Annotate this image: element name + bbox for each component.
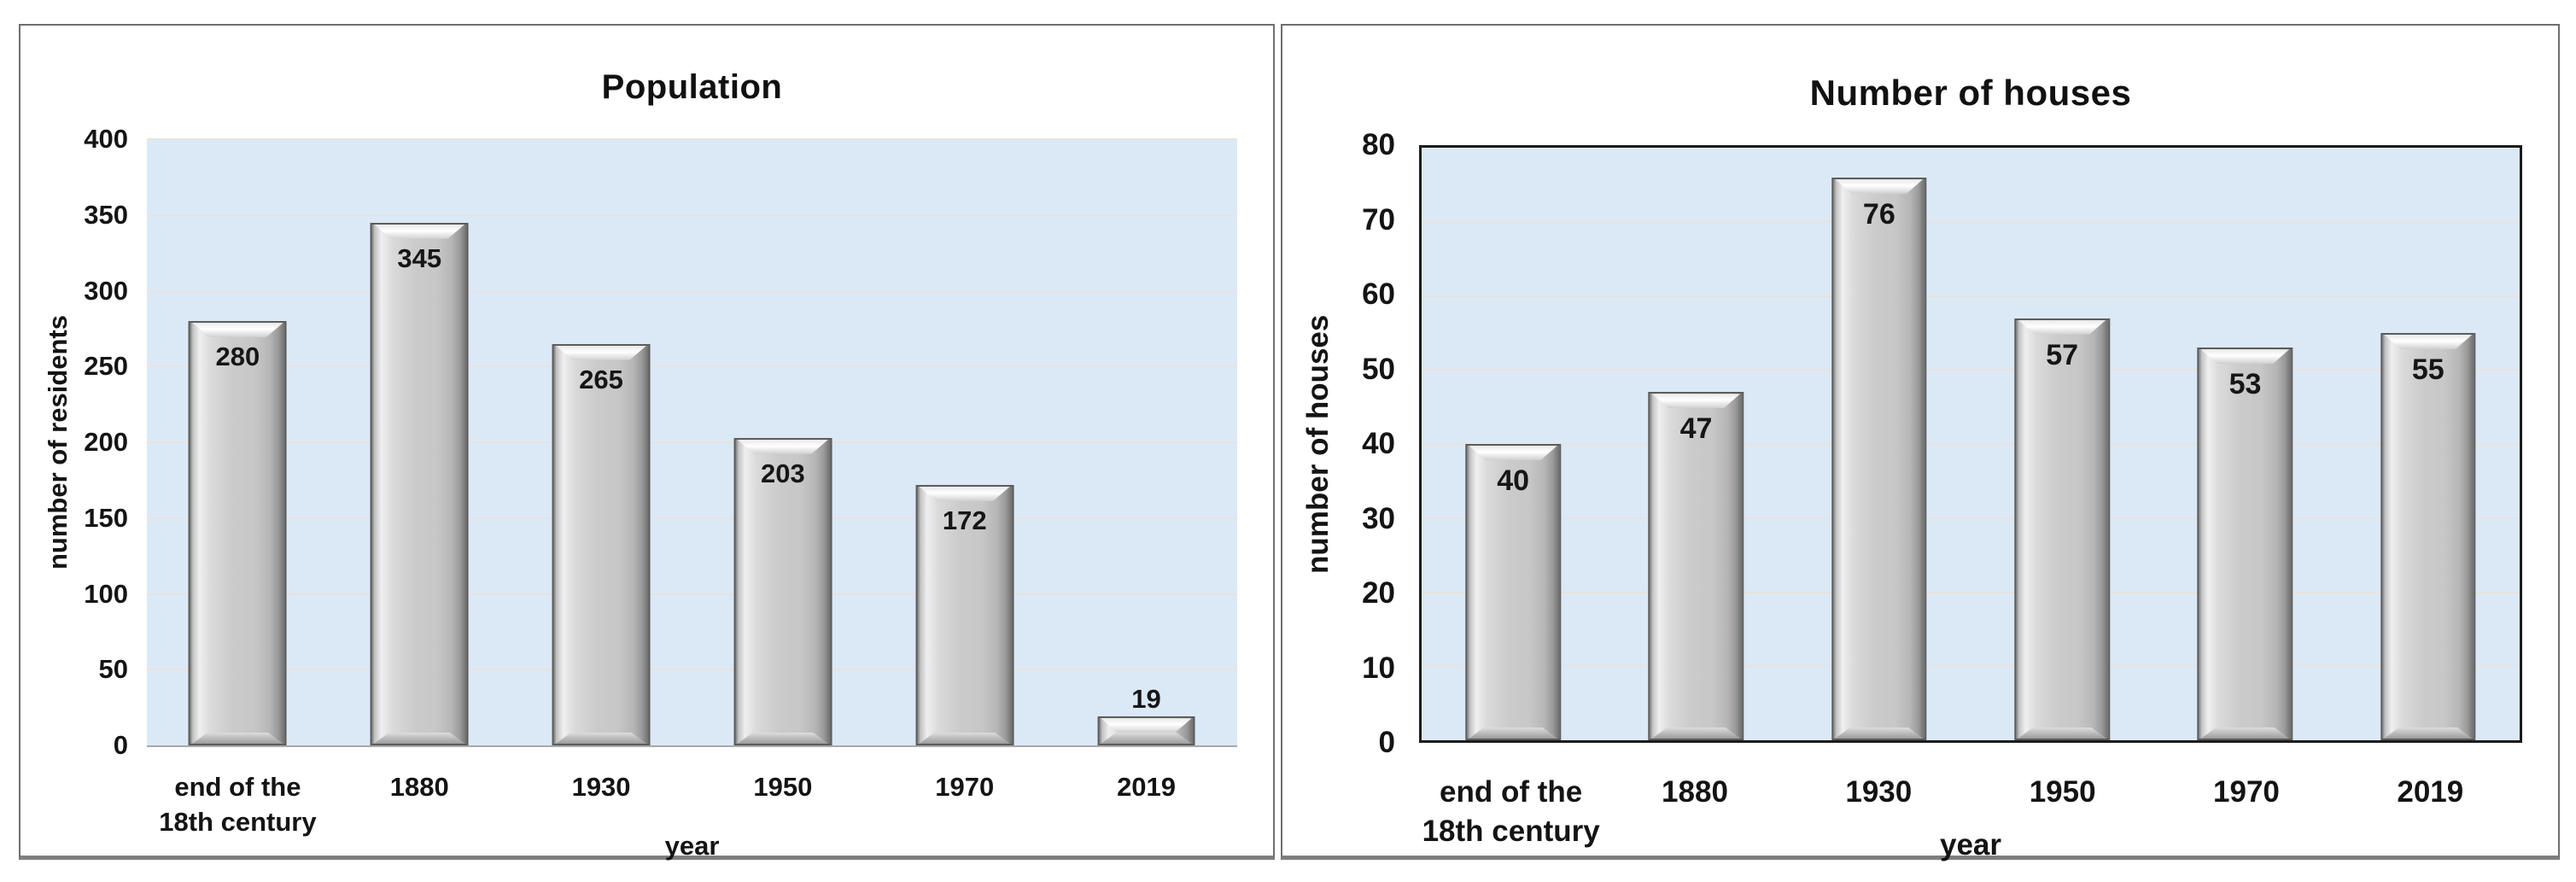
bar-data-label: 265 <box>579 364 623 394</box>
bar-data-label: 345 <box>397 242 442 273</box>
y-tick-label: 30 <box>1362 501 1395 535</box>
bar-slot: 172 <box>873 139 1055 745</box>
y-tick-label: 300 <box>84 275 128 306</box>
bars-row: 40 47 76 57 53 55 <box>1422 148 2520 740</box>
gridline <box>1422 443 2520 445</box>
x-axis-labels: end of the 18th century 1880 1930 1950 1970 2… <box>1419 773 2522 851</box>
bar-data-label: 55 <box>2411 353 2445 386</box>
bars-row: 280 345 265 203 172 19 <box>147 139 1237 745</box>
y-tick-label: 250 <box>84 351 128 382</box>
bar-data-label: 203 <box>761 458 805 488</box>
plot-area: 280 345 265 203 172 19 <box>147 138 1237 747</box>
x-category-label: 1970 <box>2213 775 2280 809</box>
gridline <box>147 289 1237 292</box>
bar-data-label: 40 <box>1497 464 1530 497</box>
y-tick-label: 400 <box>84 124 128 154</box>
y-tick-label: 70 <box>1362 202 1395 237</box>
gridline <box>147 213 1237 216</box>
bar-1930: 265 <box>552 343 651 745</box>
chart-title: Number of houses <box>1809 73 2132 113</box>
bar-data-label: 47 <box>1679 412 1713 446</box>
bar-1880: 345 <box>370 222 469 745</box>
gridline <box>147 441 1237 443</box>
bar-data-label: 172 <box>942 505 987 535</box>
y-tick-label: 350 <box>84 199 128 230</box>
bar-slot: 345 <box>329 139 511 745</box>
bar-slot: 76 <box>1788 148 1971 740</box>
y-tick-label: 150 <box>84 502 128 533</box>
bar-slot: 47 <box>1604 148 1787 740</box>
bar-slot: 280 <box>147 139 329 745</box>
gridline <box>1422 517 2520 519</box>
bar-end-of-the-18th-century: 280 <box>188 321 287 745</box>
bar-slot: 203 <box>692 139 873 745</box>
population-chart-panel: Population number of residents 400 350 300… <box>19 24 1275 861</box>
y-axis-ticks: 400 350 300 250 200 150 100 50 0 <box>20 124 128 760</box>
bar-slot: 53 <box>2153 148 2336 740</box>
y-tick-label: 60 <box>1362 277 1395 311</box>
gridline <box>1422 591 2520 593</box>
x-category-label: 1970 <box>935 772 995 802</box>
bar-1970: 172 <box>915 484 1014 745</box>
plot-area: 40 47 76 57 53 55 <box>1419 145 2522 743</box>
x-category-label: 2019 <box>2397 775 2464 809</box>
x-category-label: 1950 <box>753 772 813 802</box>
x-category-label: 1880 <box>389 772 449 802</box>
gridline <box>1422 220 2520 223</box>
gridline <box>147 517 1237 519</box>
chart-title: Population <box>601 68 783 106</box>
bar-slot: 19 <box>1055 139 1237 745</box>
x-category-label: end of the 18th century <box>159 772 317 837</box>
gridline <box>147 365 1237 368</box>
y-tick-label: 40 <box>1362 427 1395 460</box>
bar-2019: 55 <box>2380 332 2476 740</box>
y-tick-label: 0 <box>1378 726 1395 759</box>
x-category-label: 1950 <box>2029 775 2096 809</box>
x-category-label: 1930 <box>1845 775 1913 809</box>
bar-1950: 203 <box>733 437 832 745</box>
x-category-label: 1930 <box>571 772 631 802</box>
y-tick-label: 200 <box>84 427 128 457</box>
y-tick-label: 80 <box>1362 128 1395 161</box>
y-axis-ticks: 80 70 60 50 40 30 20 10 0 <box>1282 128 1395 759</box>
gridline <box>147 593 1237 595</box>
x-category-label: 1880 <box>1662 775 1728 809</box>
bar-2019: 19 <box>1097 684 1196 745</box>
bar-data-label: 76 <box>1862 197 1895 231</box>
bar-end-of-the-18th-century: 40 <box>1465 444 1561 740</box>
y-tick-label: 10 <box>1362 651 1395 685</box>
x-axis-labels: end of the 18th century 1880 1930 1950 1970 2… <box>147 770 1237 840</box>
x-axis-title: year <box>664 831 720 861</box>
gridline <box>1422 369 2520 371</box>
bar-1950: 57 <box>2014 318 2110 740</box>
gridline <box>1422 665 2520 668</box>
bar-1880: 47 <box>1648 392 1744 740</box>
bar-data-label: 280 <box>215 342 260 371</box>
bar-data-label: 53 <box>2228 368 2262 401</box>
bar-slot: 57 <box>1971 148 2153 740</box>
bar-1930: 76 <box>1831 177 1927 740</box>
bar-1970: 53 <box>2197 348 2293 740</box>
y-tick-label: 20 <box>1362 576 1395 610</box>
y-tick-label: 50 <box>1362 352 1395 386</box>
bar-slot: 55 <box>2337 148 2520 740</box>
y-tick-label: 0 <box>113 730 128 760</box>
y-tick-label: 100 <box>84 578 128 609</box>
x-category-label: 2019 <box>1117 772 1177 802</box>
gridline <box>1422 295 2520 297</box>
bar-slot: 265 <box>511 139 692 745</box>
bar-data-label: 57 <box>2046 338 2079 371</box>
x-category-label: end of the 18th century <box>1422 775 1600 849</box>
gridline <box>147 138 1237 140</box>
gridline <box>147 669 1237 671</box>
bar-data-label: 19 <box>1131 684 1161 715</box>
houses-chart-panel: Number of houses number of houses 80 70 60… <box>1281 24 2560 862</box>
y-tick-label: 50 <box>98 654 128 685</box>
bar-slot: 40 <box>1422 148 1604 740</box>
x-axis-title: year <box>1939 828 2002 862</box>
